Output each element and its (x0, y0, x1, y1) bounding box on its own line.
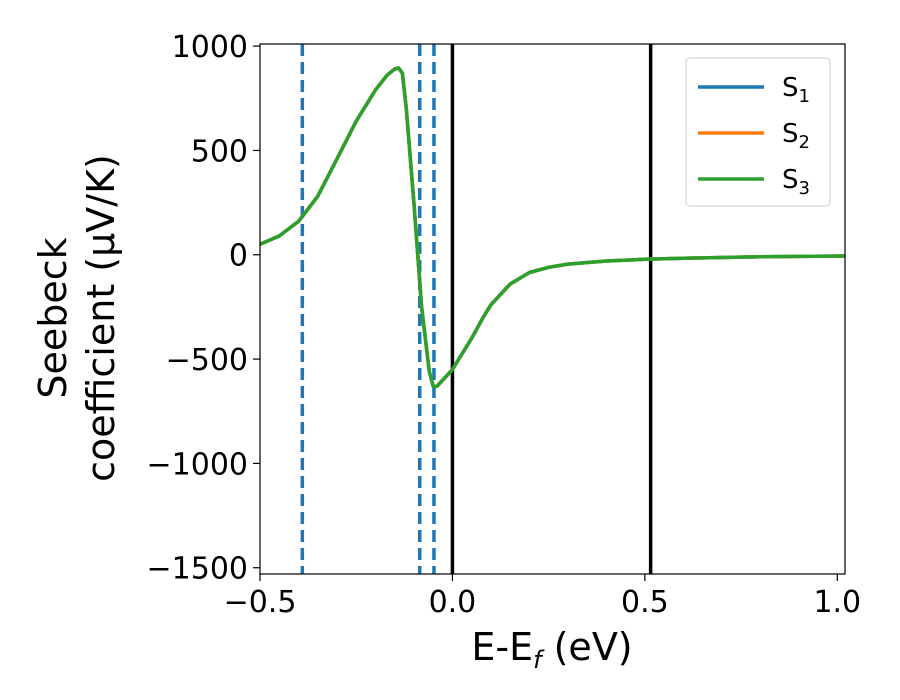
legend-items: S1 S2 S3 (698, 73, 810, 199)
x-tick-label: 0.0 (429, 585, 477, 620)
y-tick-label: 1000 (172, 30, 248, 65)
x-axis-title-main: E-E (471, 625, 533, 669)
y-tick-label: 0 (229, 239, 248, 274)
series-lines (260, 66, 845, 388)
legend-label-s3: S3 (782, 165, 810, 199)
y-tick-label: 500 (191, 134, 248, 169)
y-tick-label: −1000 (147, 447, 248, 482)
y-axis-title: Seebeck coefficient (μV/K) (31, 154, 123, 482)
series-line-s3 (260, 66, 845, 388)
x-tick-label: −0.5 (224, 585, 297, 620)
legend-label-s2: S2 (782, 119, 810, 153)
axes-frame (259, 43, 846, 575)
y-axis-title-line1: Seebeck (31, 237, 75, 398)
y-tick-label: −1500 (147, 552, 248, 587)
x-axis-ticks: −0.5 0.0 0.5 1.0 (224, 574, 861, 620)
x-tick-label: 0.5 (621, 585, 669, 620)
y-tick-label: −500 (166, 343, 248, 378)
y-axis-ticks: 1000 500 0 −500 −1000 −1500 (147, 30, 260, 587)
x-axis-title: E-Ef (eV) (471, 625, 632, 674)
x-axis-title-unit: (eV) (542, 625, 633, 669)
legend-label-s1: S1 (782, 73, 810, 107)
vertical-reference-lines (300, 44, 653, 574)
x-tick-label: 1.0 (813, 585, 861, 620)
legend: S1 S2 S3 (685, 57, 831, 207)
y-axis-title-line2: coefficient (μV/K) (79, 154, 123, 482)
